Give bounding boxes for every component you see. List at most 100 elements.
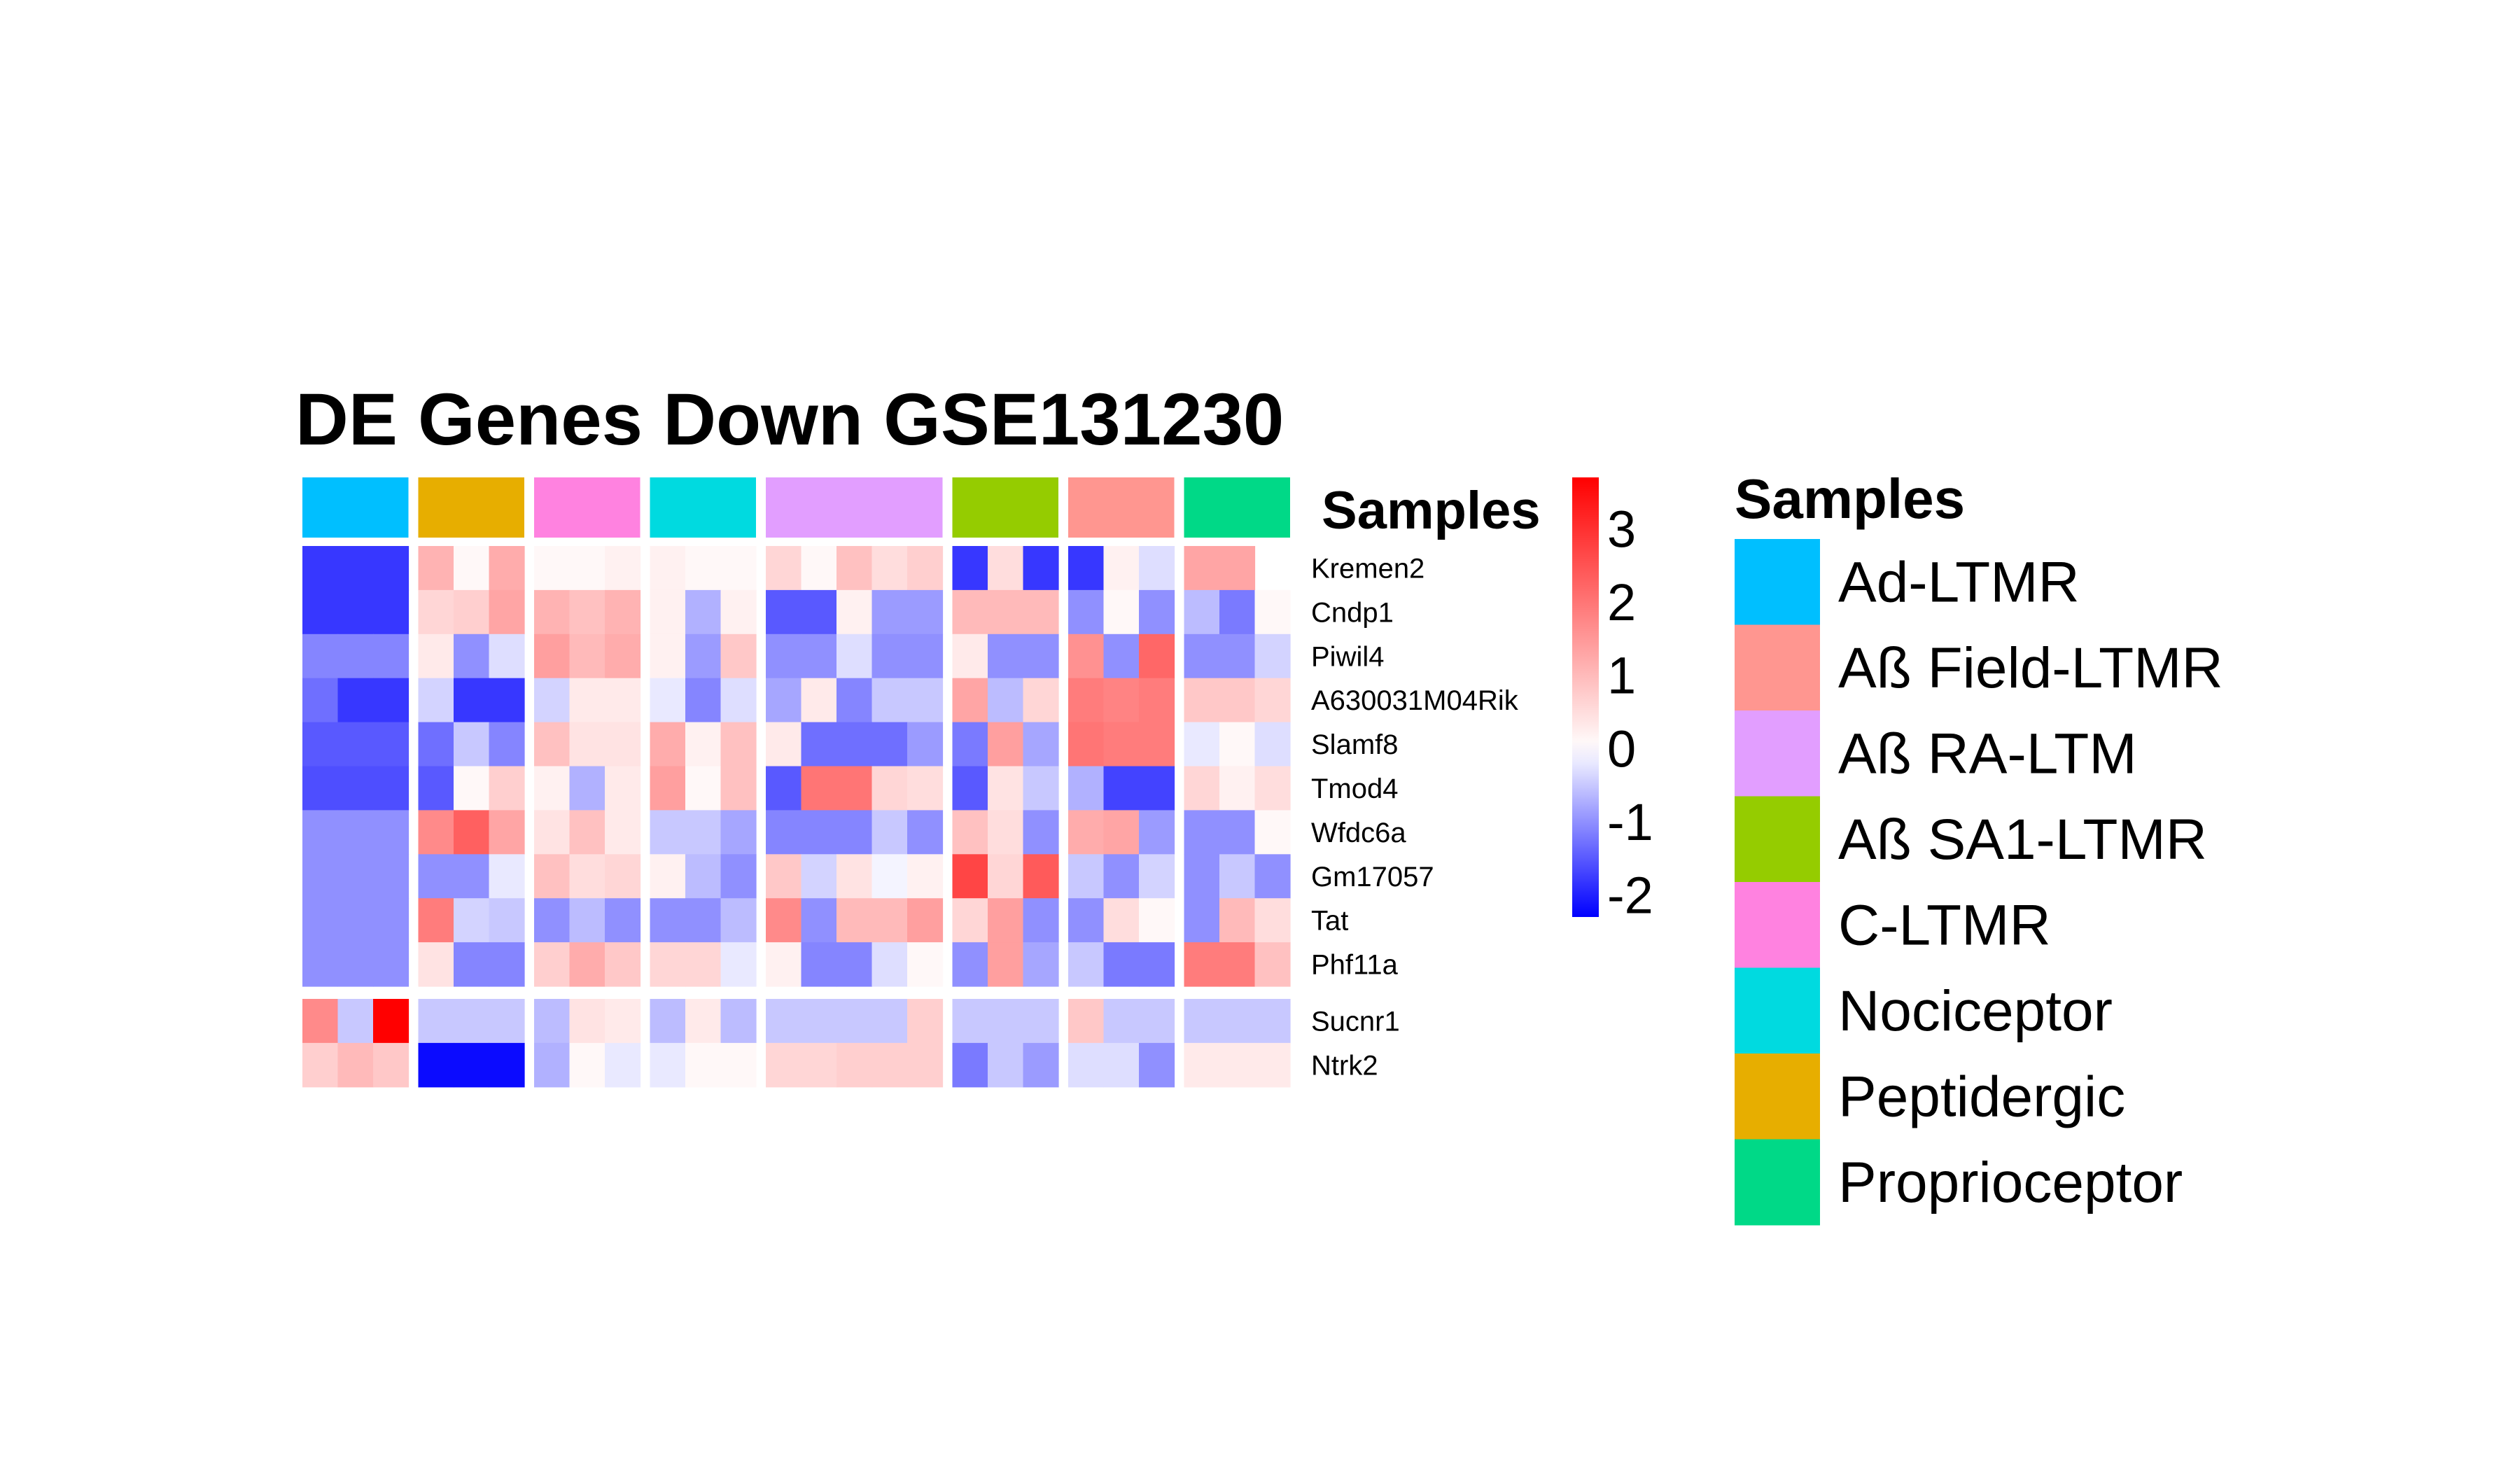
heatmap-cell bbox=[836, 766, 873, 811]
heatmap-cell bbox=[418, 589, 454, 635]
heatmap-cell bbox=[836, 942, 873, 987]
heatmap-cell bbox=[373, 722, 410, 767]
heatmap-cell bbox=[1103, 546, 1140, 591]
heatmap-cell bbox=[766, 678, 802, 723]
annotation-group-6 bbox=[952, 477, 1058, 538]
heatmap-cell bbox=[1068, 766, 1105, 811]
heatmap-cell bbox=[1219, 898, 1256, 943]
heatmap-cell bbox=[373, 678, 410, 723]
heatmap-cell bbox=[489, 766, 525, 811]
annotation-group-5 bbox=[766, 477, 943, 538]
heatmap-cell bbox=[1219, 854, 1256, 899]
heatmap-cell bbox=[1023, 999, 1059, 1044]
heatmap-cell bbox=[1139, 678, 1175, 723]
heatmap-cell bbox=[1023, 766, 1059, 811]
annotation-label: Samples bbox=[1322, 481, 1541, 540]
heatmap-cell bbox=[801, 810, 837, 855]
heatmap-cell bbox=[988, 722, 1024, 767]
heatmap-cell bbox=[337, 999, 374, 1044]
heatmap-cell bbox=[952, 546, 988, 591]
heatmap-cell bbox=[952, 634, 988, 679]
legend-label: Ad-LTMR bbox=[1838, 550, 2080, 614]
heatmap-cell bbox=[801, 634, 837, 679]
heatmap-cell bbox=[1184, 678, 1220, 723]
heatmap-cell bbox=[650, 1042, 686, 1088]
heatmap-cell bbox=[685, 766, 722, 811]
heatmap-cell bbox=[302, 810, 339, 855]
heatmap-cell bbox=[373, 942, 410, 987]
heatmap-cell bbox=[337, 678, 374, 723]
heatmap-cell bbox=[952, 766, 988, 811]
legend-swatch bbox=[1735, 1139, 1820, 1226]
heatmap-cell bbox=[1068, 810, 1105, 855]
heatmap-cell bbox=[872, 546, 908, 591]
heatmap-cell bbox=[720, 722, 757, 767]
heatmap-cell bbox=[1103, 678, 1140, 723]
colorbar-tick-label: -2 bbox=[1607, 867, 1653, 925]
heatmap-cell bbox=[302, 854, 339, 899]
legend-title: Samples bbox=[1735, 468, 1965, 530]
heatmap-cell bbox=[302, 634, 339, 679]
gene-label: Kremen2 bbox=[1311, 553, 1424, 584]
heatmap-cell bbox=[685, 854, 722, 899]
heatmap-cell bbox=[337, 898, 374, 943]
heatmap-cell bbox=[685, 1042, 722, 1088]
heatmap-cell bbox=[988, 854, 1024, 899]
heatmap-cell bbox=[1103, 589, 1140, 635]
heatmap-cell bbox=[489, 810, 525, 855]
heatmap-cell bbox=[454, 1042, 490, 1088]
legend-swatch bbox=[1735, 710, 1820, 797]
heatmap-cell bbox=[337, 810, 374, 855]
heatmap-cell bbox=[1023, 942, 1059, 987]
colorbar-tick-label: 1 bbox=[1607, 647, 1636, 705]
heatmap-cell bbox=[720, 999, 757, 1044]
heatmap-cell bbox=[1023, 810, 1059, 855]
heatmap-cell bbox=[952, 999, 988, 1044]
heatmap-cell bbox=[720, 589, 757, 635]
heatmap-cell bbox=[650, 589, 686, 635]
heatmap-cell bbox=[872, 898, 908, 943]
heatmap-cell bbox=[373, 1042, 410, 1088]
heatmap-cell bbox=[872, 766, 908, 811]
heatmap-cell bbox=[605, 854, 641, 899]
heatmap-cell bbox=[801, 898, 837, 943]
legend-label: Nociceptor bbox=[1838, 979, 2113, 1043]
heatmap-cell bbox=[988, 999, 1024, 1044]
heatmap-cell bbox=[569, 810, 606, 855]
heatmap-cell bbox=[1103, 810, 1140, 855]
heatmap-cell bbox=[1139, 766, 1175, 811]
heatmap-cell bbox=[1219, 589, 1256, 635]
heatmap-cell bbox=[1139, 722, 1175, 767]
heatmap-cell bbox=[872, 854, 908, 899]
heatmap-cell bbox=[1103, 722, 1140, 767]
heatmap-cell bbox=[1184, 589, 1220, 635]
heatmap-cell bbox=[534, 546, 570, 591]
heatmap-cell bbox=[337, 1042, 374, 1088]
heatmap-cell bbox=[1219, 634, 1256, 679]
heatmap-cell bbox=[1219, 766, 1256, 811]
legend-swatch bbox=[1735, 967, 1820, 1054]
heatmap-cell bbox=[650, 854, 686, 899]
heatmap-cell bbox=[1103, 854, 1140, 899]
heatmap-cell bbox=[988, 634, 1024, 679]
heatmap-cell bbox=[1068, 678, 1105, 723]
gene-label: Tmod4 bbox=[1311, 774, 1399, 804]
heatmap-cell bbox=[569, 1042, 606, 1088]
heatmap-cell bbox=[952, 678, 988, 723]
heatmap-cell bbox=[1184, 999, 1220, 1044]
heatmap-cell bbox=[1023, 898, 1059, 943]
heatmap-cell bbox=[766, 766, 802, 811]
heatmap-cell bbox=[801, 942, 837, 987]
heatmap-cell bbox=[766, 942, 802, 987]
heatmap-cell bbox=[454, 722, 490, 767]
heatmap-cell bbox=[1023, 854, 1059, 899]
heatmap-cell bbox=[1219, 810, 1256, 855]
heatmap-cell bbox=[872, 678, 908, 723]
gene-labels: Kremen2 Cndp1 Piwil4 A630031M04Rik Slamf8 Tmo… bbox=[1311, 553, 1519, 1081]
heatmap-cell bbox=[872, 722, 908, 767]
heatmap-cell bbox=[337, 854, 374, 899]
annotation-bar bbox=[302, 477, 1290, 538]
heatmap-cell bbox=[1219, 999, 1256, 1044]
heatmap-cell bbox=[685, 589, 722, 635]
heatmap-cell bbox=[569, 546, 606, 591]
